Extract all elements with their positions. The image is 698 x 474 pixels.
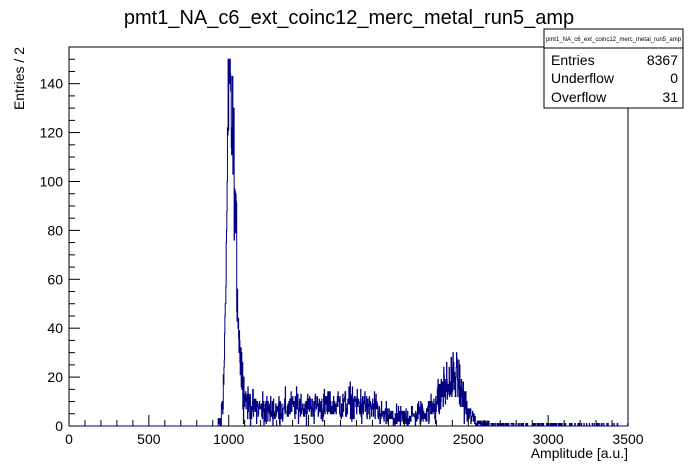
stats-label-underflow: Underflow (551, 70, 615, 86)
y-axis: 0 20 40 60 80 100 120 140 (40, 58, 80, 434)
x-tick-label: 2000 (373, 431, 404, 447)
x-tick-label: 3000 (533, 431, 564, 447)
y-tick-label: 40 (47, 320, 63, 336)
y-tick-label: 0 (55, 418, 63, 434)
x-tick-label: 1000 (213, 431, 244, 447)
stats-value-underflow: 0 (670, 70, 678, 86)
y-tick-label: 100 (40, 173, 64, 189)
stats-box-frame (543, 28, 684, 109)
stats-box-title: pmt1_NA_c6_ext_coinc12_merc_metal_run5_a… (546, 37, 682, 43)
stats-label-overflow: Overflow (551, 89, 607, 105)
x-tick-label: 500 (137, 431, 161, 447)
x-axis: 0 500 1000 1500 2000 2500 3000 3500 (65, 415, 644, 447)
x-tick-label: 2500 (453, 431, 484, 447)
stats-value-entries: 8367 (647, 52, 678, 68)
stats-value-overflow: 31 (662, 89, 678, 105)
histogram-bars (69, 58, 629, 427)
x-axis-title: Amplitude [a.u.] (531, 445, 628, 461)
plot-frame (68, 46, 629, 427)
x-tick-label: 0 (65, 431, 73, 447)
y-tick-label: 140 (40, 76, 64, 92)
y-axis-title: Entries / 2 (11, 47, 27, 110)
y-tick-label: 60 (47, 271, 63, 287)
y-tick-label: 120 (40, 125, 64, 141)
y-tick-label: 80 (47, 222, 63, 238)
chart-title: pmt1_NA_c6_ext_coinc12_merc_metal_run5_a… (124, 7, 574, 29)
stats-label-entries: Entries (551, 52, 595, 68)
y-tick-label: 20 (47, 369, 63, 385)
x-tick-label: 3500 (612, 431, 643, 447)
histogram-line (69, 58, 629, 427)
stats-box: pmt1_NA_c6_ext_coinc12_merc_metal_run5_a… (543, 28, 684, 109)
x-tick-label: 1500 (293, 431, 324, 447)
